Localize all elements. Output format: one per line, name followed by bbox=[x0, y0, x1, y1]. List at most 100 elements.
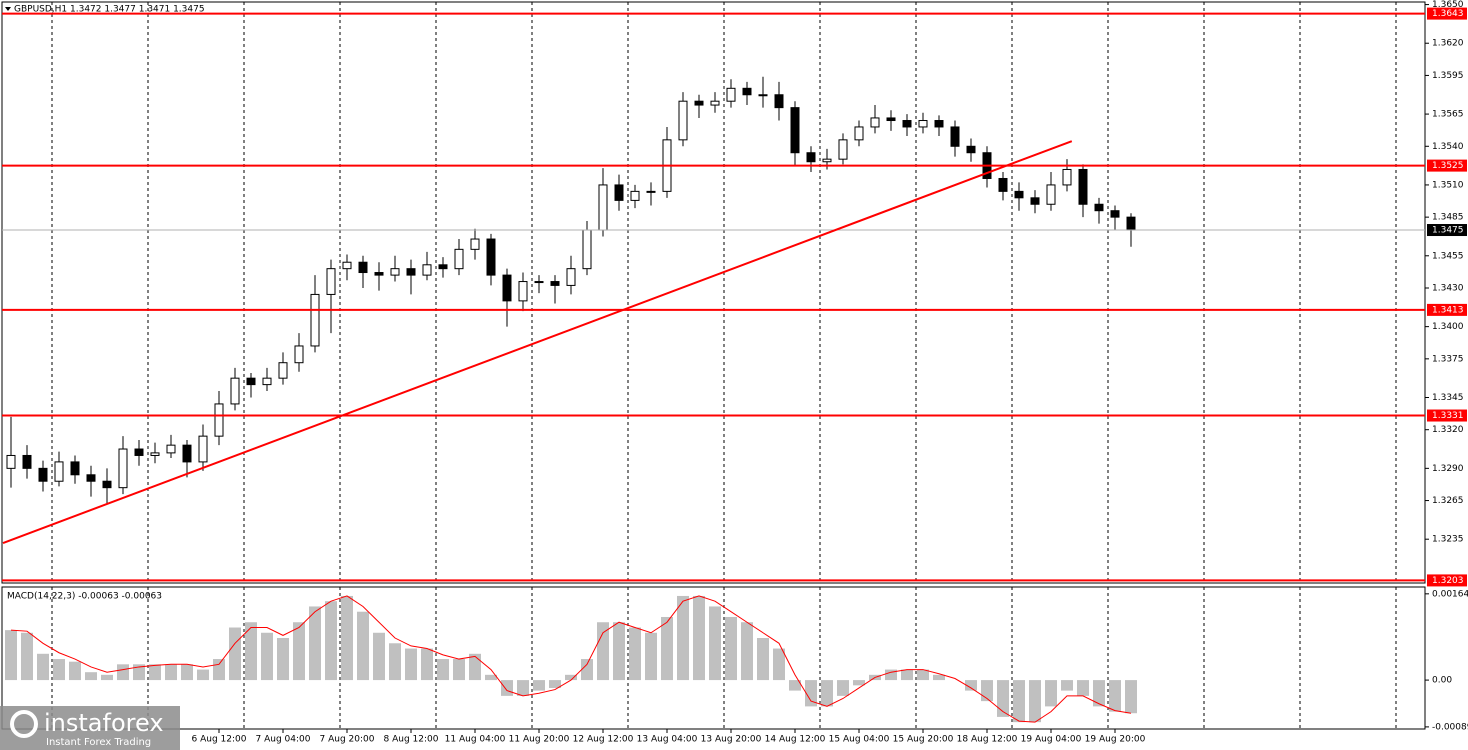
histogram-bar bbox=[53, 659, 65, 681]
histogram-bar bbox=[117, 664, 129, 681]
candle-body bbox=[374, 272, 384, 276]
candle-body bbox=[1062, 168, 1072, 186]
histogram-bar bbox=[629, 627, 641, 681]
level-box bbox=[1427, 7, 1467, 20]
menu-triangle bbox=[5, 7, 11, 11]
y-tick-label: 1.3620 bbox=[1432, 39, 1464, 49]
histogram-bar bbox=[693, 595, 705, 681]
candle-body bbox=[310, 293, 320, 347]
histogram-bar bbox=[789, 680, 801, 691]
candle-body bbox=[1094, 203, 1104, 212]
histogram-bar bbox=[1109, 680, 1121, 712]
candle-body bbox=[854, 126, 864, 141]
candle-body bbox=[102, 480, 112, 489]
histogram-bar bbox=[501, 680, 513, 696]
histogram-bar bbox=[661, 616, 673, 681]
x-tick-label: 11 Aug 20:00 bbox=[509, 735, 570, 745]
histogram-bar bbox=[357, 611, 369, 681]
histogram-bar bbox=[5, 630, 17, 681]
current-price-label: 1.3475 bbox=[1432, 226, 1464, 236]
candle-body bbox=[198, 435, 208, 463]
candle-body bbox=[742, 87, 752, 96]
main-frame bbox=[1, 1, 1426, 584]
histogram-bar bbox=[933, 674, 945, 681]
candle-body bbox=[710, 100, 720, 106]
histogram-bar bbox=[469, 653, 481, 681]
candle-body bbox=[438, 264, 448, 270]
histogram-bar bbox=[37, 653, 49, 681]
candle-body bbox=[550, 281, 560, 286]
x-tick-label: 19 Aug 20:00 bbox=[1085, 735, 1146, 745]
macd-frame bbox=[1, 586, 1426, 730]
x-tick-label: 8 Aug 12:00 bbox=[384, 735, 439, 745]
histogram-bar bbox=[1125, 680, 1137, 714]
level-label: 1.3331 bbox=[1432, 411, 1464, 421]
candle-body bbox=[150, 452, 160, 456]
level-label: 1.3643 bbox=[1432, 9, 1464, 19]
y-tick-label: 1.3650 bbox=[1432, 0, 1464, 10]
candle-body bbox=[118, 448, 128, 489]
histogram-bar bbox=[165, 664, 177, 681]
histogram-bar bbox=[613, 622, 625, 681]
x-tick-label: 18 Aug 12:00 bbox=[957, 735, 1018, 745]
candle-body bbox=[566, 268, 576, 286]
y-tick-label: 1.3430 bbox=[1432, 283, 1464, 293]
histogram-bar bbox=[277, 638, 289, 681]
logo-icon bbox=[10, 710, 38, 738]
histogram-bar bbox=[725, 616, 737, 681]
x-tick-label: 12 Aug 12:00 bbox=[573, 735, 634, 745]
candle-body bbox=[70, 461, 80, 476]
candle-body bbox=[966, 145, 976, 154]
level-box bbox=[1427, 303, 1467, 316]
y-tick-label: 1.3345 bbox=[1432, 393, 1464, 403]
logo-name: instaforex bbox=[44, 709, 164, 737]
y-tick-label: 1.3235 bbox=[1432, 535, 1464, 545]
candle-body bbox=[262, 377, 272, 386]
y-tick-label: 1.3320 bbox=[1432, 425, 1464, 435]
candle-body bbox=[694, 100, 704, 106]
x-tick-label: 11 Aug 04:00 bbox=[445, 735, 506, 745]
histogram-bar bbox=[581, 659, 593, 681]
trendline bbox=[2, 140, 1073, 545]
candle-body bbox=[822, 158, 832, 163]
candle-body bbox=[294, 345, 304, 364]
x-tick-label: 6 Aug 12:00 bbox=[192, 735, 247, 745]
candle-body bbox=[1046, 184, 1056, 205]
candle-body bbox=[486, 238, 496, 276]
histogram-bar bbox=[965, 680, 977, 691]
histogram-bar bbox=[597, 622, 609, 681]
x-tick-label: 19 Aug 04:00 bbox=[1021, 735, 1082, 745]
y-tick-label: 1.3540 bbox=[1432, 142, 1464, 152]
histogram-bar bbox=[453, 659, 465, 681]
histogram-bar bbox=[997, 680, 1009, 717]
y-tick-label: 1.3265 bbox=[1432, 496, 1464, 506]
level-box bbox=[1427, 409, 1467, 422]
candle-body bbox=[1030, 197, 1040, 205]
histogram-bar bbox=[533, 680, 545, 691]
histogram-bar bbox=[901, 669, 913, 681]
histogram-bar bbox=[565, 674, 577, 681]
histogram-bar bbox=[645, 632, 657, 681]
histogram-bar bbox=[1029, 680, 1041, 723]
y-tick-label: 1.3485 bbox=[1432, 213, 1464, 223]
candle-body bbox=[678, 100, 688, 141]
candle-body bbox=[1078, 168, 1088, 205]
histogram-bar bbox=[837, 680, 849, 696]
histogram-bar bbox=[1013, 680, 1025, 723]
candle-body bbox=[758, 94, 768, 97]
y-tick-label: 0.00 bbox=[1432, 676, 1452, 686]
candle-body bbox=[534, 281, 544, 284]
histogram-bar bbox=[341, 595, 353, 681]
histogram-bar bbox=[309, 606, 321, 681]
histogram-bar bbox=[197, 669, 209, 681]
candle-body bbox=[806, 152, 816, 163]
candle-body bbox=[870, 117, 880, 128]
histogram-bar bbox=[437, 659, 449, 681]
candle-body bbox=[630, 190, 640, 201]
grid bbox=[51, 2, 1397, 729]
histogram-bar bbox=[885, 669, 897, 681]
candle-body bbox=[598, 184, 608, 231]
y-tick-label: 1.3595 bbox=[1432, 71, 1464, 81]
level-label: 1.3413 bbox=[1432, 305, 1464, 315]
level-box bbox=[1427, 159, 1467, 172]
